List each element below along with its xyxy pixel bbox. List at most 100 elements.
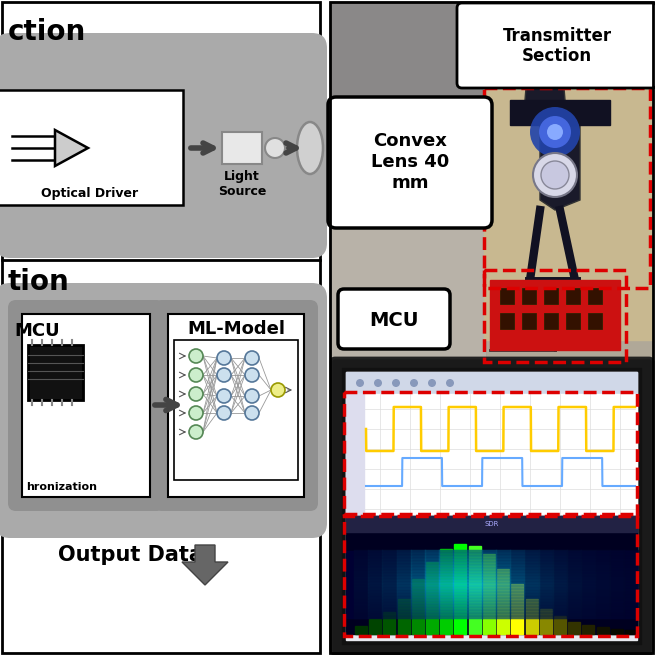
Bar: [174, 340, 298, 480]
Circle shape: [615, 10, 616, 11]
Bar: [330, 200, 485, 653]
Circle shape: [245, 351, 259, 365]
Circle shape: [601, 35, 602, 36]
Circle shape: [539, 116, 571, 148]
Circle shape: [553, 28, 557, 31]
FancyBboxPatch shape: [338, 289, 450, 349]
Circle shape: [617, 26, 620, 29]
Circle shape: [493, 14, 494, 16]
Circle shape: [626, 10, 627, 12]
Circle shape: [625, 28, 628, 31]
Circle shape: [546, 38, 549, 41]
Circle shape: [595, 22, 598, 25]
Circle shape: [489, 35, 493, 38]
Circle shape: [603, 22, 605, 24]
Circle shape: [572, 28, 574, 30]
Circle shape: [512, 34, 515, 37]
Circle shape: [553, 10, 555, 12]
Bar: [525, 599, 538, 634]
Bar: [611, 629, 623, 634]
Bar: [597, 627, 608, 634]
FancyBboxPatch shape: [154, 300, 318, 511]
Circle shape: [598, 9, 601, 12]
Circle shape: [530, 18, 532, 20]
Circle shape: [514, 9, 518, 12]
Circle shape: [638, 14, 640, 16]
Circle shape: [591, 28, 595, 31]
Circle shape: [217, 406, 231, 420]
Circle shape: [547, 124, 563, 140]
Bar: [455, 544, 466, 634]
Circle shape: [584, 22, 586, 24]
Circle shape: [558, 18, 561, 20]
Bar: [346, 394, 364, 514]
Circle shape: [558, 19, 561, 23]
Text: Optical Driver: Optical Driver: [41, 187, 139, 200]
Circle shape: [642, 12, 646, 15]
Circle shape: [622, 18, 624, 20]
Circle shape: [648, 25, 652, 28]
Circle shape: [622, 28, 625, 31]
Circle shape: [530, 17, 533, 20]
Text: Transmitter
Section: Transmitter Section: [502, 27, 612, 66]
Circle shape: [618, 30, 621, 33]
Circle shape: [508, 29, 511, 32]
Circle shape: [506, 23, 508, 26]
Circle shape: [527, 37, 531, 41]
Circle shape: [500, 20, 504, 24]
Circle shape: [639, 12, 643, 16]
Circle shape: [582, 29, 584, 31]
Bar: [330, 2, 485, 653]
Circle shape: [545, 11, 548, 14]
Circle shape: [576, 32, 579, 35]
FancyBboxPatch shape: [2, 2, 320, 653]
Circle shape: [523, 16, 525, 19]
Bar: [588, 313, 602, 329]
Circle shape: [531, 19, 532, 21]
Circle shape: [514, 37, 515, 38]
Circle shape: [522, 20, 524, 22]
Bar: [440, 549, 452, 634]
Circle shape: [617, 36, 620, 39]
Circle shape: [617, 24, 620, 26]
Circle shape: [597, 12, 599, 15]
Circle shape: [521, 10, 524, 12]
Bar: [544, 288, 558, 304]
FancyBboxPatch shape: [222, 132, 262, 164]
Bar: [568, 622, 580, 634]
Circle shape: [560, 14, 563, 16]
Bar: [383, 612, 396, 634]
Bar: [483, 554, 495, 634]
Circle shape: [571, 26, 575, 30]
Circle shape: [569, 16, 572, 20]
Circle shape: [530, 107, 580, 157]
Circle shape: [591, 33, 593, 36]
Circle shape: [600, 27, 601, 28]
Circle shape: [614, 14, 616, 17]
Bar: [330, 2, 653, 653]
Circle shape: [504, 34, 506, 35]
Bar: [426, 562, 438, 634]
Bar: [346, 372, 637, 640]
Bar: [522, 313, 536, 329]
Circle shape: [512, 26, 514, 28]
Circle shape: [374, 379, 382, 387]
Circle shape: [582, 11, 584, 14]
Circle shape: [533, 153, 577, 197]
Polygon shape: [525, 40, 580, 210]
Circle shape: [557, 17, 560, 21]
Circle shape: [593, 10, 595, 12]
Circle shape: [635, 26, 639, 29]
Circle shape: [509, 28, 510, 29]
Circle shape: [536, 10, 538, 12]
Bar: [412, 579, 424, 634]
Bar: [346, 516, 637, 532]
Circle shape: [517, 18, 519, 20]
Circle shape: [599, 28, 603, 31]
Circle shape: [563, 17, 565, 19]
Circle shape: [544, 19, 546, 20]
Bar: [346, 372, 637, 394]
Circle shape: [614, 11, 617, 14]
Circle shape: [622, 35, 624, 37]
Circle shape: [498, 29, 500, 31]
